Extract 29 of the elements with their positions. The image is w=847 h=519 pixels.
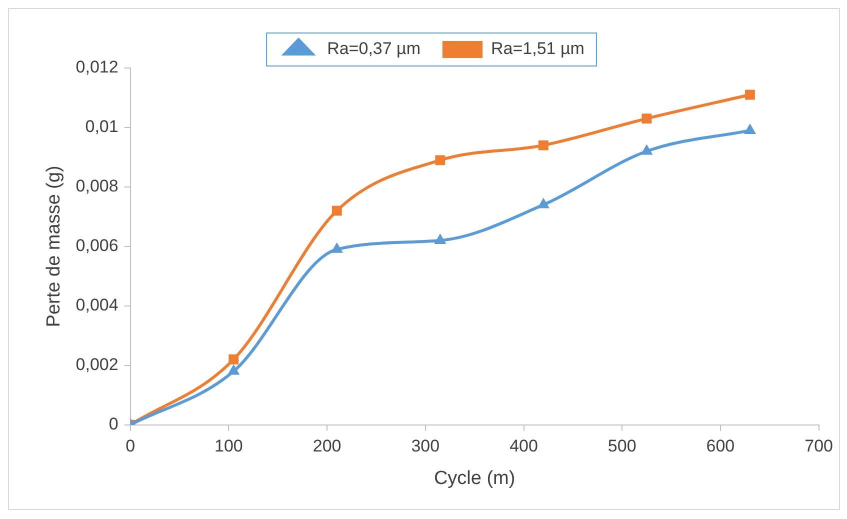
x-tick-label: 400 [510,436,538,456]
x-tick-label: 500 [608,436,636,456]
legend-label: Ra=1,51 µm [491,39,584,58]
y-tick-label: 0,004 [76,296,118,315]
x-tick-label: 700 [804,436,834,456]
x-tick-label: 300 [411,436,440,456]
y-tick-label: 0,01 [85,117,118,136]
y-tick-label: 0,002 [76,355,118,374]
x-tick-label: 600 [706,436,735,456]
point [435,155,446,166]
point [745,90,755,100]
point [538,140,548,150]
y-tick-label: 0 [108,414,118,434]
point [332,206,342,216]
x-axis-title: Cycle (m) [434,468,516,489]
x-tick-label: 0 [126,436,136,456]
y-tick-label: 0,008 [76,176,118,196]
x-tick-label: 200 [312,436,342,456]
point [330,242,343,253]
y-tick-label: 0,012 [76,58,118,77]
point [434,233,446,244]
point [640,144,653,155]
point [642,114,652,124]
point [537,198,550,208]
y-tick-label: 0,006 [76,236,118,256]
x-tick-label: 100 [214,436,243,456]
point [228,364,240,375]
y-axis-title: Perte de masse (g) [44,166,65,328]
legend-label: Ra=0,37 µm [327,39,421,58]
